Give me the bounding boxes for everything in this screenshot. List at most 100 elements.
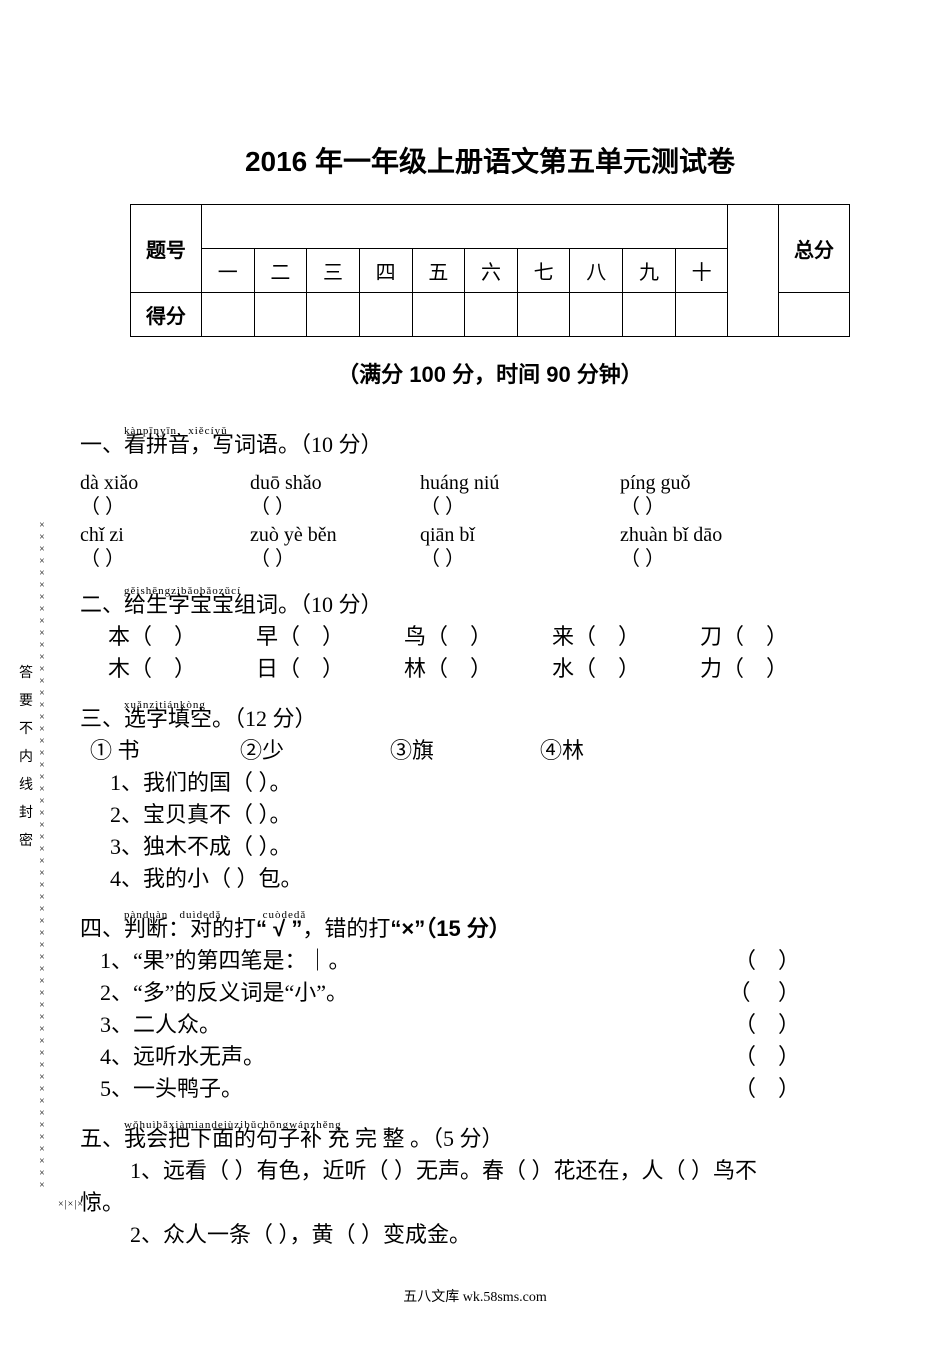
- pinyin: zhuàn bǐ dāo: [620, 519, 820, 543]
- zuci-item: 本（ ）: [108, 621, 256, 653]
- cut-marks: ×|×|×: [58, 1199, 84, 1210]
- col-num: 三: [307, 249, 360, 293]
- fill-line: 1、我们的国（ ）。: [110, 767, 900, 799]
- judge-text: 1、“果”的第四笔是：｜。: [100, 945, 351, 977]
- fill-line: 2、众人一条（ ），黄（ ）变成金。: [130, 1219, 900, 1251]
- score-cell: [465, 293, 518, 337]
- score-cell: [201, 293, 254, 337]
- zuci-item: 力（ ）: [700, 653, 848, 685]
- zuci-item: 水（ ）: [552, 653, 700, 685]
- row-header: 得分: [131, 293, 202, 337]
- col-num: 六: [465, 249, 518, 293]
- ruby-text: pànduàn duìdedǎ cuòdedǎ: [124, 899, 306, 931]
- paren: （ ）: [80, 491, 250, 519]
- ruby-text: wǒhuìbǎxiàmiandejùzibǔchōngwánzhěng: [124, 1109, 342, 1141]
- ruby-text: kànpīnyīn xiěcíyǔ: [124, 415, 228, 447]
- pinyin: zuò yè běn: [250, 519, 420, 543]
- pinyin-grid: dà xiǎo（ ） duō shǎo（ ） huáng niú（ ） píng…: [80, 467, 900, 571]
- paren-blank: （ ）: [734, 1041, 800, 1073]
- col-num: 五: [412, 249, 465, 293]
- main-content: 2016 年一年级上册语文第五单元测试卷 题号 总分 一 二 三 四 五 六 七…: [80, 140, 900, 1269]
- col-num: 四: [359, 249, 412, 293]
- row-header: 题号: [131, 205, 202, 293]
- zuci-item: 木（ ）: [108, 653, 256, 685]
- fill-line-wrap: 惊。: [80, 1187, 900, 1219]
- zuci-item: 早（ ）: [256, 621, 404, 653]
- total-header: 总分: [779, 205, 850, 293]
- zuci-item: 鸟（ ）: [404, 621, 552, 653]
- col-num: 八: [570, 249, 623, 293]
- section-5: wǒhuìbǎxiàmiandejùzibǔchōngwánzhěng 五、我会…: [80, 1123, 900, 1251]
- section-3: xuǎnzìtiánkòng 三、选字填空。（12 分） ① 书 ②少 ③旗 ④…: [80, 703, 900, 895]
- paren: （ ）: [80, 543, 250, 571]
- score-cell: [517, 293, 570, 337]
- head-part: ，错的打: [302, 916, 390, 941]
- score-table: 题号 总分 一 二 三 四 五 六 七 八 九 十 得分: [130, 204, 850, 337]
- option: ④林: [540, 735, 690, 767]
- gutter-crosses: ××××××××××××××××××××××××××××××××××××××××…: [36, 520, 48, 1192]
- meta-line: （满分 100 分，时间 90 分钟）: [80, 357, 900, 389]
- score-cell: [675, 293, 728, 337]
- section-head: wǒhuìbǎxiàmiandejùzibǔchōngwánzhěng 五、我会…: [80, 1123, 900, 1155]
- zuci-item: 林（ ）: [404, 653, 552, 685]
- judge-text: 2、“多”的反义词是“小”。: [100, 977, 348, 1009]
- paren: （ ）: [420, 491, 620, 519]
- option: ②少: [240, 735, 390, 767]
- paren: （ ）: [250, 543, 420, 571]
- page-title: 2016 年一年级上册语文第五单元测试卷: [80, 140, 900, 180]
- ruby-text: gěishēngzìbǎobǎozǔcí: [124, 575, 241, 607]
- section-1: kànpīnyīn xiěcíyǔ 一、看拼音，写词语。（10 分） dà xi…: [80, 429, 900, 571]
- score-cell: [359, 293, 412, 337]
- col-num: 二: [254, 249, 307, 293]
- fill-line: 2、宝贝真不（ ）。: [110, 799, 900, 831]
- col-num: 九: [623, 249, 676, 293]
- ruby-text: xuǎnzìtiánkòng: [124, 689, 206, 721]
- paren-blank: （ ）: [734, 945, 800, 977]
- options-block: ① 书 ②少 ③旗 ④林 1、我们的国（ ）。 2、宝贝真不（ ）。 3、独木不…: [90, 735, 900, 895]
- score-cell: [779, 293, 850, 337]
- paren: （ ）: [250, 491, 420, 519]
- judge-text: 5、一头鸭子。: [100, 1073, 243, 1105]
- paren-blank: （ ）: [734, 1009, 800, 1041]
- binding-gutter: ××××××××××××××××××××××××××××××××××××××××…: [18, 520, 68, 1200]
- head-part: （15 分）: [425, 916, 511, 941]
- paren: （ ）: [420, 543, 620, 571]
- section-head: kànpīnyīn xiěcíyǔ 一、看拼音，写词语。（10 分）: [80, 429, 900, 461]
- paren-blank: （ ）: [728, 977, 800, 1009]
- col-num: 一: [201, 249, 254, 293]
- option: ③旗: [390, 735, 540, 767]
- pinyin: duō shǎo: [250, 467, 420, 491]
- score-cell: [412, 293, 465, 337]
- option: ① 书: [90, 735, 240, 767]
- pinyin: qiān bǐ: [420, 519, 620, 543]
- judge-text: 4、远听水无声。: [100, 1041, 265, 1073]
- col-num: 七: [517, 249, 570, 293]
- score-cell: [623, 293, 676, 337]
- zuci-grid: 本（ ） 早（ ） 鸟（ ） 来（ ） 刀（ ） 木（ ） 日（ ） 林（ ） …: [108, 621, 900, 685]
- fill-line: 1、远看（ ）有色，近听（ ）无声。春（ ）花还在，人（ ）鸟不: [130, 1155, 900, 1187]
- section-head: pànduàn duìdedǎ cuòdedǎ 四、判断：对的打“ √ ”，错的…: [80, 913, 900, 945]
- section-2: gěishēngzìbǎobǎozǔcí 二、给生字宝宝组词。（10 分） 本（…: [80, 589, 900, 685]
- section-4: pànduàn duìdedǎ cuòdedǎ 四、判断：对的打“ √ ”，错的…: [80, 913, 900, 1105]
- pinyin: dà xiǎo: [80, 467, 250, 491]
- section-head: gěishēngzìbǎobǎozǔcí 二、给生字宝宝组词。（10 分）: [80, 589, 900, 621]
- pinyin: huáng niú: [420, 467, 620, 491]
- fill-line: 4、我的小（ ）包。: [110, 863, 900, 895]
- table-row: 题号 总分: [131, 205, 850, 249]
- x-mark: “×”: [390, 916, 425, 941]
- paren: （ ）: [620, 491, 820, 519]
- pinyin: píng guǒ: [620, 467, 820, 491]
- zuci-item: 来（ ）: [552, 621, 700, 653]
- col-num: 十: [675, 249, 728, 293]
- zuci-item: 日（ ）: [256, 653, 404, 685]
- score-cell: [570, 293, 623, 337]
- score-cell: [254, 293, 307, 337]
- gutter-vertical-text: 答要不内线封密: [18, 660, 34, 856]
- fill-line: 3、独木不成（ ）。: [110, 831, 900, 863]
- paren: （ ）: [620, 543, 820, 571]
- pinyin: chǐ zi: [80, 519, 250, 543]
- judge-text: 3、二人众。: [100, 1009, 221, 1041]
- score-cell: [307, 293, 360, 337]
- section-head: xuǎnzìtiánkòng 三、选字填空。（12 分）: [80, 703, 900, 735]
- zuci-item: 刀（ ）: [700, 621, 848, 653]
